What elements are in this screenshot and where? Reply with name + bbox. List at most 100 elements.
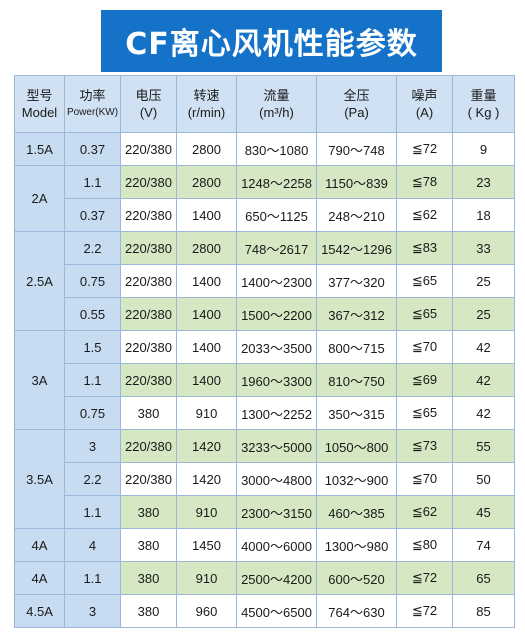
noise-cell: ≦80 bbox=[396, 528, 453, 562]
power-cell: 1.1 bbox=[64, 561, 121, 595]
model-cell: 3.5A bbox=[14, 429, 65, 529]
table-row: 1.1 380 910 2300～3150 460～385 ≦62 45 bbox=[15, 495, 515, 529]
header-noise: 噪声 (A) bbox=[396, 75, 453, 133]
power-cell: 0.75 bbox=[64, 396, 121, 430]
weight-cell: 25 bbox=[452, 264, 515, 298]
table-row: 2.5A 2.2 220/380 2800 748～2617 1542～1296… bbox=[14, 231, 515, 331]
pressure-cell: 367～312 bbox=[316, 297, 397, 331]
speed-cell: 1400 bbox=[176, 297, 237, 331]
pressure-cell: 800～715 bbox=[316, 330, 397, 364]
pressure-cell: 1300～980 bbox=[316, 528, 397, 562]
flow-cell: 1300～2252 bbox=[236, 396, 317, 430]
pressure-cell: 350～315 bbox=[316, 396, 397, 430]
table-row: 3.5A 3 220/380 1420 3233～5000 1050～800 ≦… bbox=[14, 429, 515, 529]
noise-cell: ≦70 bbox=[396, 330, 453, 364]
speed-cell: 1450 bbox=[176, 528, 237, 562]
noise-cell: ≦69 bbox=[396, 363, 453, 397]
power-cell: 0.55 bbox=[64, 297, 121, 331]
weight-cell: 9 bbox=[452, 132, 515, 166]
voltage-cell: 380 bbox=[120, 561, 177, 595]
voltage-cell: 220/380 bbox=[120, 132, 177, 166]
pressure-cell: 1150～839 bbox=[316, 165, 397, 199]
voltage-cell: 220/380 bbox=[120, 462, 177, 496]
power-cell: 2.2 bbox=[64, 231, 121, 265]
noise-cell: ≦65 bbox=[396, 264, 453, 298]
power-cell: 0.37 bbox=[64, 198, 121, 232]
weight-cell: 85 bbox=[452, 594, 515, 628]
noise-cell: ≦65 bbox=[396, 396, 453, 430]
power-cell: 0.37 bbox=[64, 132, 121, 166]
flow-cell: 2500～4200 bbox=[236, 561, 317, 595]
table-row: 0.37 220/380 1400 650～1125 248～210 ≦62 1… bbox=[15, 198, 515, 232]
weight-cell: 55 bbox=[452, 429, 515, 463]
power-cell: 1.1 bbox=[64, 495, 121, 529]
voltage-cell: 220/380 bbox=[120, 264, 177, 298]
table-row: 1.1 220/380 1400 1960～3300 810～750 ≦69 4… bbox=[15, 363, 515, 397]
noise-cell: ≦72 bbox=[396, 561, 453, 595]
speed-cell: 1400 bbox=[176, 363, 237, 397]
noise-cell: ≦70 bbox=[396, 462, 453, 496]
flow-cell: 4000～6000 bbox=[236, 528, 317, 562]
weight-cell: 74 bbox=[452, 528, 515, 562]
noise-cell: ≦72 bbox=[396, 594, 453, 628]
pressure-cell: 790～748 bbox=[316, 132, 397, 166]
pressure-cell: 377～320 bbox=[316, 264, 397, 298]
noise-cell: ≦78 bbox=[396, 165, 453, 199]
power-cell: 1.1 bbox=[64, 165, 121, 199]
flow-cell: 1400～2300 bbox=[236, 264, 317, 298]
pressure-cell: 460～385 bbox=[316, 495, 397, 529]
table-row: 2.2 220/380 1420 3000～4800 1032～900 ≦70 … bbox=[15, 462, 515, 496]
flow-cell: 748～2617 bbox=[236, 231, 317, 265]
noise-cell: ≦72 bbox=[396, 132, 453, 166]
table-row: 0.55 220/380 1400 1500～2200 367～312 ≦65 … bbox=[15, 297, 515, 331]
power-cell: 3 bbox=[64, 594, 121, 628]
voltage-cell: 220/380 bbox=[120, 429, 177, 463]
flow-cell: 4500～6500 bbox=[236, 594, 317, 628]
speed-cell: 1420 bbox=[176, 429, 237, 463]
voltage-cell: 380 bbox=[120, 594, 177, 628]
noise-cell: ≦62 bbox=[396, 495, 453, 529]
header-flow: 流量 (m³/h) bbox=[236, 75, 317, 133]
header-model: 型号 Model bbox=[14, 75, 65, 133]
pressure-cell: 600～520 bbox=[316, 561, 397, 595]
weight-cell: 50 bbox=[452, 462, 515, 496]
header-weight: 重量( Kg ) bbox=[452, 75, 515, 133]
weight-cell: 65 bbox=[452, 561, 515, 595]
speed-cell: 1400 bbox=[176, 330, 237, 364]
voltage-cell: 220/380 bbox=[120, 198, 177, 232]
voltage-cell: 220/380 bbox=[120, 330, 177, 364]
model-cell: 2.5A bbox=[14, 231, 65, 331]
voltage-cell: 380 bbox=[120, 495, 177, 529]
model-cell: 3A bbox=[14, 330, 65, 430]
power-cell: 4 bbox=[64, 528, 121, 562]
flow-cell: 3233～5000 bbox=[236, 429, 317, 463]
speed-cell: 2800 bbox=[176, 165, 237, 199]
model-cell: 4A bbox=[14, 561, 65, 595]
flow-cell: 1960～3300 bbox=[236, 363, 317, 397]
pressure-cell: 810～750 bbox=[316, 363, 397, 397]
weight-cell: 42 bbox=[452, 363, 515, 397]
weight-cell: 42 bbox=[452, 396, 515, 430]
noise-cell: ≦83 bbox=[396, 231, 453, 265]
speed-cell: 910 bbox=[176, 561, 237, 595]
header-power: 功率 Power(KW) bbox=[64, 75, 121, 133]
voltage-cell: 220/380 bbox=[120, 363, 177, 397]
voltage-cell: 220/380 bbox=[120, 165, 177, 199]
pressure-cell: 1050～800 bbox=[316, 429, 397, 463]
flow-cell: 3000～4800 bbox=[236, 462, 317, 496]
weight-cell: 18 bbox=[452, 198, 515, 232]
flow-cell: 830～1080 bbox=[236, 132, 317, 166]
speed-cell: 1400 bbox=[176, 264, 237, 298]
noise-cell: ≦62 bbox=[396, 198, 453, 232]
speed-cell: 2800 bbox=[176, 132, 237, 166]
voltage-cell: 220/380 bbox=[120, 231, 177, 265]
flow-cell: 1500～2200 bbox=[236, 297, 317, 331]
table-row: 4A 1.1 380 910 2500～4200 600～520 ≦72 65 bbox=[14, 561, 515, 595]
voltage-cell: 380 bbox=[120, 396, 177, 430]
weight-cell: 33 bbox=[452, 231, 515, 265]
header-speed: 转速 (r/min) bbox=[176, 75, 237, 133]
model-cell: 1.5A bbox=[14, 132, 65, 166]
flow-cell: 650～1125 bbox=[236, 198, 317, 232]
flow-cell: 2033～3500 bbox=[236, 330, 317, 364]
model-cell: 4A bbox=[14, 528, 65, 562]
